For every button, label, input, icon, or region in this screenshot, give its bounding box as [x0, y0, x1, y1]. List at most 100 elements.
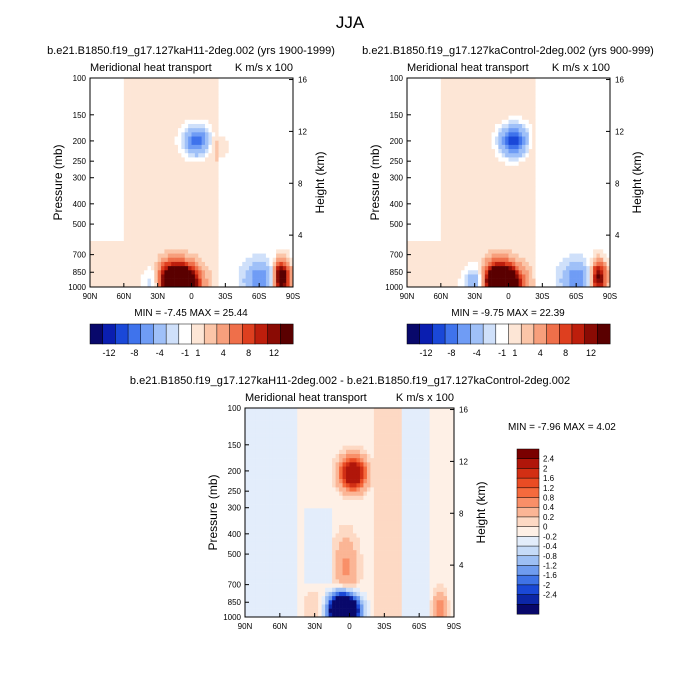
- heat-cell: [572, 144, 577, 150]
- heat-cell: [286, 186, 290, 192]
- heat-cell: [140, 128, 145, 133]
- heat-cell: [130, 144, 135, 150]
- heat-cell: [528, 144, 533, 150]
- heat-cell: [184, 241, 189, 246]
- heat-cell: [535, 90, 540, 96]
- heat-cell: [413, 90, 418, 96]
- heat-cell: [144, 90, 148, 96]
- heat-cell: [157, 278, 162, 284]
- heat-cell: [232, 123, 236, 129]
- heat-cell: [272, 211, 277, 217]
- x-tick-label: 30S: [218, 292, 232, 301]
- heat-cell: [562, 161, 567, 167]
- heat-cell: [464, 140, 469, 146]
- heat-cell: [528, 103, 533, 108]
- heat-cell: [491, 115, 496, 121]
- heat-cell: [218, 128, 223, 133]
- heat-cell: [106, 111, 111, 116]
- heat-cell: [188, 215, 192, 221]
- heat-cell: [123, 174, 128, 179]
- heat-cell: [552, 107, 557, 112]
- heat-cell: [90, 241, 94, 246]
- heat-cell: [542, 157, 547, 162]
- heat-cell: [603, 132, 607, 137]
- heat-cell: [569, 103, 574, 108]
- heat-cell: [501, 149, 506, 154]
- heat-cell: [225, 232, 230, 238]
- heat-cell: [508, 86, 513, 91]
- heat-cell: [279, 182, 284, 187]
- heat-cell: [423, 111, 428, 116]
- heat-cell: [123, 178, 128, 183]
- heat-cell: [228, 249, 233, 254]
- heat-cell: [133, 90, 138, 96]
- heat-cell: [498, 98, 503, 104]
- heat-cell: [407, 111, 411, 116]
- heat-cell: [137, 161, 142, 167]
- heat-cell: [235, 207, 240, 213]
- heat-cell: [167, 274, 172, 279]
- heat-cell: [572, 98, 577, 104]
- heat-cell: [596, 178, 601, 183]
- heat-cell: [289, 207, 294, 213]
- heat-cell: [559, 119, 563, 125]
- heat-cell: [177, 266, 182, 271]
- heat-cell: [215, 128, 219, 133]
- heat-cell: [245, 236, 250, 242]
- heat-cell: [211, 165, 216, 171]
- heat-cell: [538, 136, 543, 141]
- heat-cell: [488, 182, 492, 187]
- heat-cell: [188, 136, 192, 141]
- heat-cell: [586, 78, 590, 83]
- heat-cell: [194, 266, 199, 271]
- heat-cell: [437, 199, 442, 204]
- heat-cell: [252, 98, 257, 104]
- heat-cell: [259, 274, 263, 279]
- heat-cell: [96, 236, 101, 242]
- heat-cell: [120, 199, 125, 204]
- heat-cell: [235, 186, 240, 192]
- heat-cell: [245, 144, 250, 150]
- heat-cell: [259, 98, 263, 104]
- heat-cell: [232, 261, 236, 267]
- heat-cell: [208, 157, 213, 162]
- heat-cell: [181, 128, 186, 133]
- heat-cell: [437, 161, 442, 167]
- heat-cell: [171, 98, 175, 104]
- heat-cell: [481, 90, 486, 96]
- heat-cell: [562, 153, 567, 158]
- heat-cell: [188, 107, 192, 112]
- heat-cell: [130, 261, 135, 267]
- heat-cell: [225, 132, 230, 137]
- heat-cell: [407, 211, 411, 217]
- heat-cell: [249, 253, 253, 259]
- heat-cell: [518, 90, 523, 96]
- heat-cell: [174, 224, 179, 229]
- heat-cell: [133, 278, 138, 284]
- heat-cell: [198, 119, 202, 125]
- heat-cell: [420, 144, 425, 150]
- heat-cell: [555, 103, 560, 108]
- heat-cell: [245, 190, 250, 196]
- heat-cell: [289, 82, 294, 87]
- heat-cell: [171, 228, 175, 233]
- heat-cell: [549, 195, 553, 200]
- heat-cell: [117, 144, 121, 150]
- heat-cell: [130, 165, 135, 171]
- heat-cell: [269, 107, 273, 112]
- heat-cell: [201, 278, 206, 284]
- heat-cell: [117, 178, 121, 183]
- heat-cell: [137, 144, 142, 150]
- heat-cell: [522, 182, 526, 187]
- heat-cell: [205, 232, 209, 238]
- heat-cell: [167, 203, 172, 208]
- heat-cell: [603, 103, 607, 108]
- heat-cell: [238, 115, 243, 121]
- heat-cell: [454, 86, 459, 91]
- heat-cell: [218, 186, 223, 192]
- heat-cell: [437, 94, 442, 100]
- heat-cell: [177, 257, 182, 263]
- heat-cell: [265, 86, 270, 91]
- heat-cell: [218, 257, 223, 263]
- heat-cell: [498, 90, 503, 96]
